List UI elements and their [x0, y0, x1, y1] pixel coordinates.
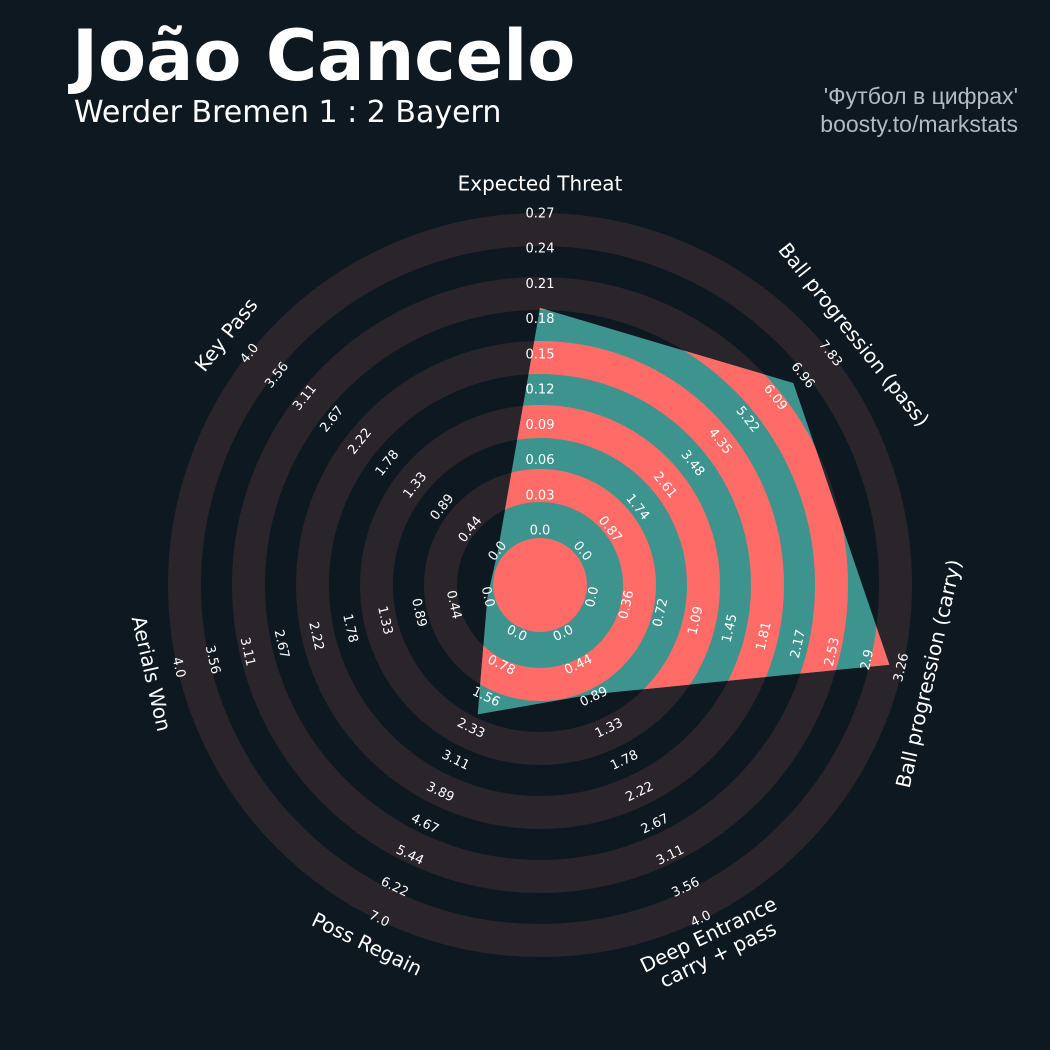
tick-label: 0.18 [526, 312, 555, 327]
tick-label: 1.09 [685, 605, 706, 637]
tick-label: 0.0 [478, 585, 497, 609]
tick-label: 3.11 [237, 636, 258, 668]
tick-label: 1.81 [754, 620, 775, 652]
tick-label: 3.26 [891, 652, 912, 684]
tick-label: 0.0 [583, 585, 602, 609]
tick-label: 0.03 [526, 488, 555, 503]
tick-label: 0.06 [526, 453, 555, 468]
center-circle [493, 538, 587, 632]
tick-label: 0.72 [650, 597, 671, 629]
highlight-ring [477, 341, 784, 715]
tick-label: 2.67 [271, 628, 292, 660]
tick-label: 2.22 [305, 620, 326, 652]
tick-label: 3.56 [202, 644, 223, 676]
tick-label: 4.0 [169, 656, 188, 680]
credit: 'Футбол в цифрах' [824, 83, 1018, 109]
tick-label: 0.24 [526, 242, 555, 257]
chart-subtitle: Werder Bremen 1 : 2 Bayern [74, 95, 501, 130]
highlight-rings [477, 307, 890, 715]
tick-label: 2.9 [858, 648, 877, 672]
tick-label: 1.33 [374, 605, 395, 637]
tick-label: 0.12 [526, 383, 555, 398]
ring [168, 213, 912, 957]
tick-label: 0.36 [616, 589, 637, 621]
tick-label: 1.45 [720, 613, 741, 645]
chart-title: João Cancelo [68, 15, 575, 97]
tick-label: 1.78 [339, 613, 360, 645]
param-label: Expected Threat [458, 172, 623, 196]
tick-label: 0.27 [526, 207, 555, 222]
tick-label: 2.53 [822, 636, 843, 668]
credit: boosty.to/markstats [820, 111, 1018, 137]
highlight-ring [477, 405, 720, 715]
tick-label: 2.17 [788, 628, 809, 660]
tick-label: 0.44 [443, 589, 464, 621]
tick-label: 0.89 [408, 597, 429, 629]
highlight-ring [477, 307, 848, 715]
tick-label: 0.15 [526, 347, 555, 362]
tick-label: 0.0 [530, 524, 551, 539]
highlight-ring [477, 469, 656, 701]
tick-label: 0.09 [526, 418, 555, 433]
tick-label: 0.21 [526, 277, 555, 292]
